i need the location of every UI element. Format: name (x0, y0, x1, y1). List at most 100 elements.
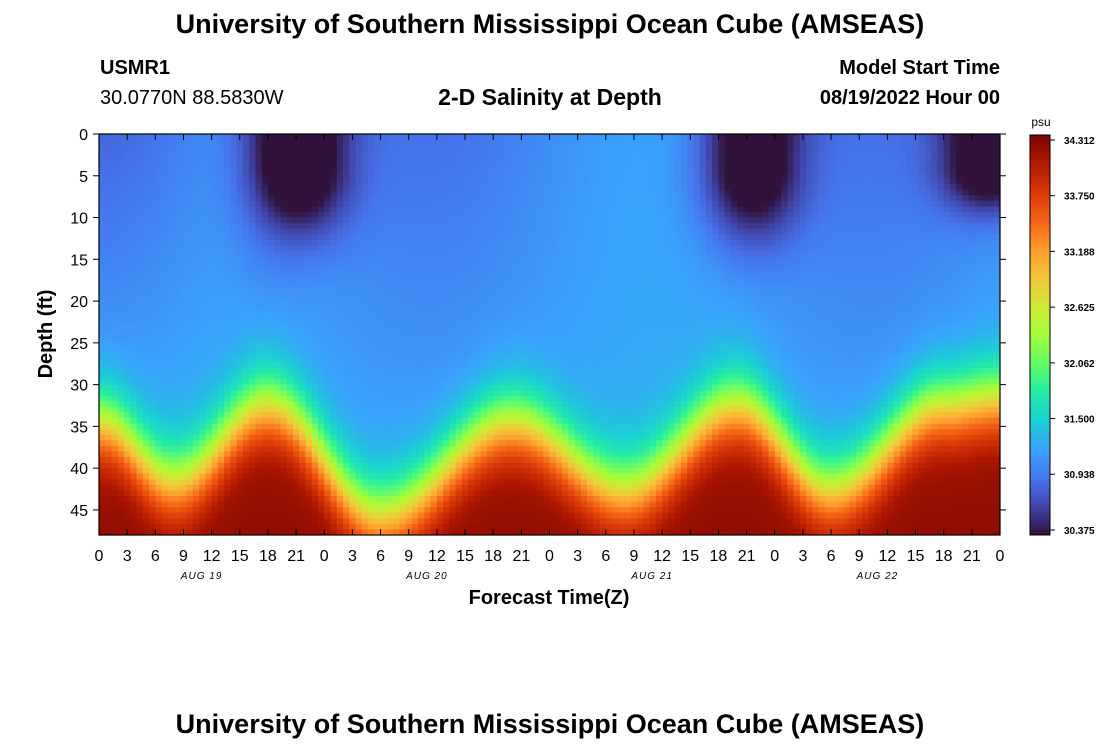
heatmap-cell (261, 189, 269, 196)
heatmap-cell (468, 273, 476, 280)
heatmap-cell (618, 139, 626, 146)
heatmap-cell (637, 200, 644, 207)
heatmap-cell (242, 239, 250, 246)
heatmap-cell (643, 306, 651, 313)
heatmap-cell (536, 295, 544, 302)
heatmap-cell (280, 262, 288, 269)
heatmap-cell (518, 262, 526, 269)
heatmap-cell (374, 289, 382, 297)
heatmap-cell (743, 211, 751, 219)
heatmap-cell (587, 217, 594, 224)
heatmap-cell (712, 301, 720, 308)
heatmap-cell (981, 289, 989, 297)
heatmap-cell (455, 273, 463, 280)
heatmap-cell (881, 156, 888, 163)
heatmap-cell (393, 256, 400, 263)
heatmap-cell (624, 217, 632, 224)
heatmap-cell (968, 295, 976, 302)
heatmap-cell (674, 200, 682, 207)
heatmap-cell (806, 167, 813, 174)
heatmap-cell (593, 295, 601, 302)
heatmap-cell (937, 273, 945, 280)
heatmap-cell (568, 245, 576, 252)
heatmap-cell (199, 267, 206, 274)
heatmap-cell (217, 139, 225, 146)
heatmap-cell (974, 312, 982, 319)
heatmap-cell (368, 317, 375, 324)
heatmap-cell (599, 223, 607, 230)
heatmap-cell (174, 312, 181, 319)
heatmap-cell (111, 200, 119, 207)
heatmap-cell (167, 184, 175, 191)
heatmap-cell (705, 211, 713, 219)
heatmap-cell (368, 295, 375, 302)
heatmap-cell (630, 206, 638, 213)
heatmap-cell (918, 273, 926, 280)
heatmap-cell (699, 223, 707, 230)
heatmap-cell (261, 223, 269, 230)
heatmap-cell (712, 245, 720, 252)
heatmap-cell (868, 172, 876, 180)
heatmap-cell (393, 306, 400, 313)
heatmap-cell (305, 273, 313, 280)
heatmap-cell (555, 184, 563, 191)
heatmap-cell (712, 195, 720, 202)
heatmap-cell (968, 239, 976, 246)
heatmap-cell (605, 211, 613, 219)
heatmap-cell (161, 172, 169, 180)
heatmap-cell (411, 317, 419, 324)
heatmap-cell (787, 228, 795, 235)
heatmap-cell (480, 223, 488, 230)
heatmap-cell (543, 189, 551, 196)
heatmap-cell (937, 278, 945, 285)
heatmap-cell (862, 262, 870, 269)
heatmap-cell (361, 184, 369, 191)
heatmap-cell (893, 245, 901, 252)
heatmap-cell (449, 278, 457, 285)
heatmap-cell (730, 301, 738, 308)
heatmap-cell (799, 239, 807, 246)
heatmap-cell (730, 289, 738, 297)
heatmap-cell (643, 228, 651, 235)
heatmap-cell (449, 134, 457, 141)
heatmap-cell (755, 211, 763, 219)
heatmap-cell (336, 150, 344, 157)
heatmap-cell (405, 239, 413, 246)
heatmap-cell (549, 195, 557, 202)
heatmap-cell (224, 262, 231, 269)
heatmap-cell (536, 239, 544, 246)
heatmap-cell (324, 284, 332, 291)
heatmap-cell (324, 189, 332, 196)
heatmap-cell (461, 234, 469, 241)
heatmap-cell (393, 156, 400, 163)
heatmap-cell (793, 161, 801, 169)
heatmap-cell (224, 206, 231, 213)
heatmap-cell (624, 167, 632, 174)
heatmap-cell (180, 312, 188, 319)
heatmap-cell (380, 200, 388, 207)
heatmap-cell (755, 172, 763, 180)
heatmap-cell (862, 161, 870, 169)
heatmap-cell (931, 200, 939, 207)
heatmap-cell (718, 145, 726, 152)
heatmap-cell (699, 145, 707, 152)
heatmap-cell (881, 239, 888, 246)
heatmap-cell (974, 145, 982, 152)
heatmap-cell (480, 250, 488, 258)
heatmap-cell (311, 178, 319, 185)
heatmap-cell (174, 301, 181, 308)
heatmap-cell (317, 278, 325, 285)
heatmap-cell (386, 189, 394, 196)
heatmap-cell (799, 217, 807, 224)
heatmap-cell (136, 262, 144, 269)
heatmap-cell (192, 239, 200, 246)
heatmap-cell (349, 250, 357, 258)
heatmap-cell (762, 223, 770, 230)
heatmap-cell (405, 267, 413, 274)
heatmap-cell (161, 150, 169, 157)
heatmap-cell (217, 239, 225, 246)
heatmap-cell (186, 256, 194, 263)
heatmap-cell (680, 267, 688, 274)
heatmap-cell (755, 189, 763, 196)
heatmap-cell (105, 206, 113, 213)
